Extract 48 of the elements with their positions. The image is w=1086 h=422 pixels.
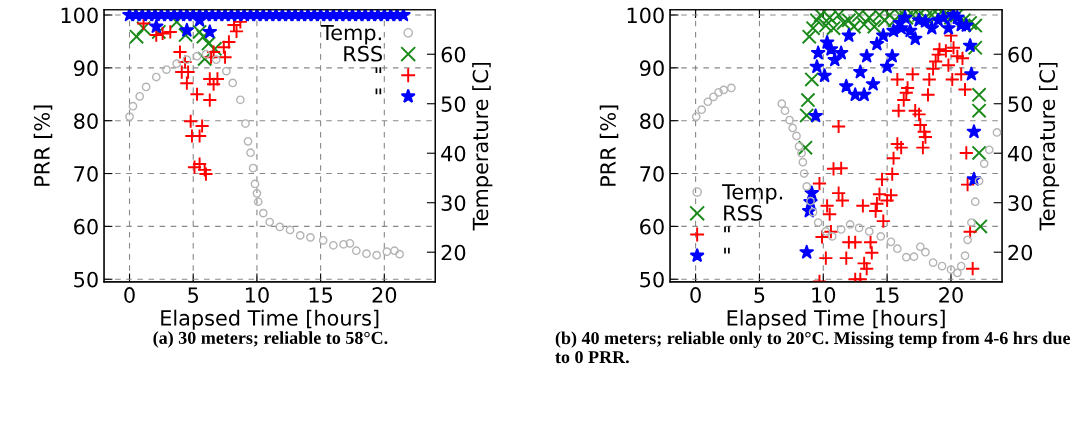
- y-axis-title: PRR [%]: [599, 105, 619, 186]
- y2-tick-label: 50: [441, 96, 466, 112]
- y-tick-label: 100: [627, 7, 664, 24]
- y-tick-label: 80: [74, 113, 98, 129]
- legend-label: ": [375, 67, 382, 73]
- x-axis-title: Elapsed Time [hours]: [161, 309, 379, 330]
- text: (a) 30 meters; reliable to 58°C.: [153, 331, 388, 348]
- x-tick-label: 5: [754, 287, 765, 303]
- x-tick-label: 10: [245, 287, 269, 303]
- legend-label: ": [724, 226, 730, 233]
- x-tick-label: 10: [812, 287, 836, 303]
- text: (b) 40 meters; reliable only to 20°C. Missing temp from 4-6 hrs due to 0 PRR.: [555, 331, 1071, 364]
- y2-tick-label: 30: [1008, 195, 1033, 211]
- y-tick-label: 70: [74, 166, 98, 182]
- y2-tick-label: 40: [1007, 145, 1033, 162]
- y-tick-label: 100: [61, 7, 98, 24]
- x-tick-label: 15: [309, 287, 333, 303]
- legend-label: RSS: [344, 45, 383, 62]
- legend-label: Temp.: [320, 24, 381, 45]
- y-tick-label: 70: [640, 166, 664, 182]
- y2-axis-title: Temperature [C]: [1038, 62, 1060, 231]
- y-tick-label: 60: [640, 218, 664, 235]
- x-tick-label: 20: [372, 287, 397, 303]
- y-tick-label: 50: [74, 271, 98, 288]
- y-tick-label: 90: [640, 60, 664, 77]
- x-tick-label: 0: [690, 287, 701, 303]
- y-tick-label: 50: [640, 271, 664, 288]
- legend-label: ": [375, 88, 382, 95]
- y2-axis-title: Temperature [C]: [472, 62, 493, 231]
- y-tick-label: 80: [640, 113, 664, 129]
- legend-label: Temp.: [722, 184, 783, 204]
- x-tick-label: 20: [939, 287, 963, 303]
- legend-label: RSS: [724, 205, 762, 221]
- x-tick-label: 0: [124, 287, 135, 303]
- y2-tick-label: 50: [1008, 96, 1033, 112]
- y2-tick-label: 20: [441, 244, 466, 261]
- y2-tick-label: 60: [1008, 46, 1033, 63]
- y2-tick-label: 20: [1008, 244, 1033, 261]
- x-tick-label: 5: [188, 287, 199, 303]
- x-axis-title: Elapsed Time [hours]: [727, 309, 945, 330]
- y2-tick-label: 30: [441, 195, 466, 211]
- x-tick-label: 15: [876, 287, 899, 303]
- legend-label: ": [724, 247, 730, 254]
- y-tick-label: 90: [73, 60, 98, 77]
- y2-tick-label: 60: [441, 46, 466, 63]
- y2-tick-label: 40: [441, 145, 466, 162]
- y-axis-title: PRR [%]: [33, 105, 53, 186]
- y-tick-label: 60: [74, 218, 98, 235]
